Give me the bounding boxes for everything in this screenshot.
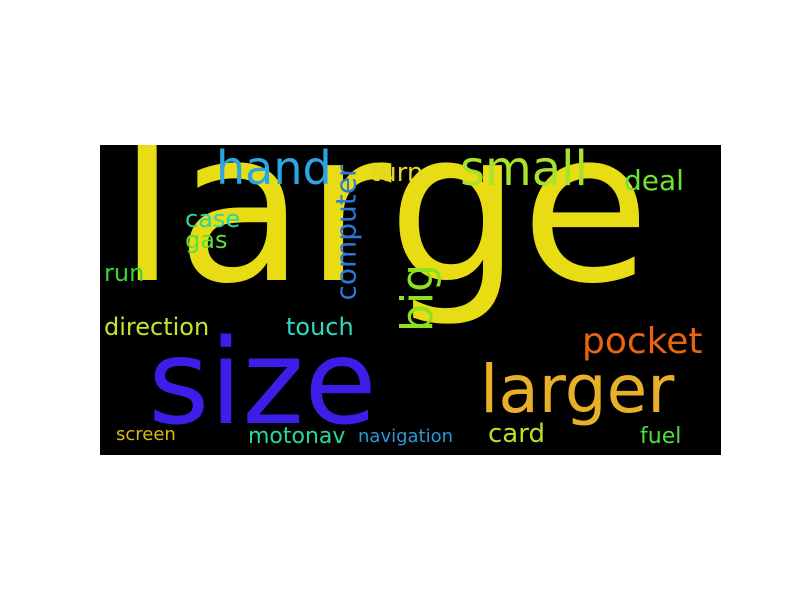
word-motonav: motonav bbox=[248, 424, 346, 449]
word-big: big bbox=[392, 263, 444, 333]
word-computer: computer bbox=[329, 165, 363, 301]
word-size: size bbox=[148, 313, 377, 451]
word-fuel: fuel bbox=[640, 424, 682, 449]
word-cloud: large size larger hand small pocket big … bbox=[100, 145, 721, 455]
word-pocket: pocket bbox=[582, 321, 703, 362]
word-direction: direction bbox=[104, 313, 210, 341]
word-run: run bbox=[104, 259, 145, 287]
word-card: card bbox=[488, 419, 545, 449]
word-small: small bbox=[460, 145, 588, 197]
word-gas: gas bbox=[185, 226, 228, 254]
word-larger: larger bbox=[480, 351, 675, 428]
word-deal: deal bbox=[624, 164, 684, 197]
word-large: large bbox=[118, 145, 651, 330]
word-screen: screen bbox=[116, 424, 176, 445]
word-hand: hand bbox=[216, 145, 332, 195]
word-touch: touch bbox=[286, 313, 354, 341]
word-navigation: navigation bbox=[358, 426, 454, 447]
word-turn: turn bbox=[370, 158, 424, 188]
word-case: case bbox=[185, 205, 241, 233]
